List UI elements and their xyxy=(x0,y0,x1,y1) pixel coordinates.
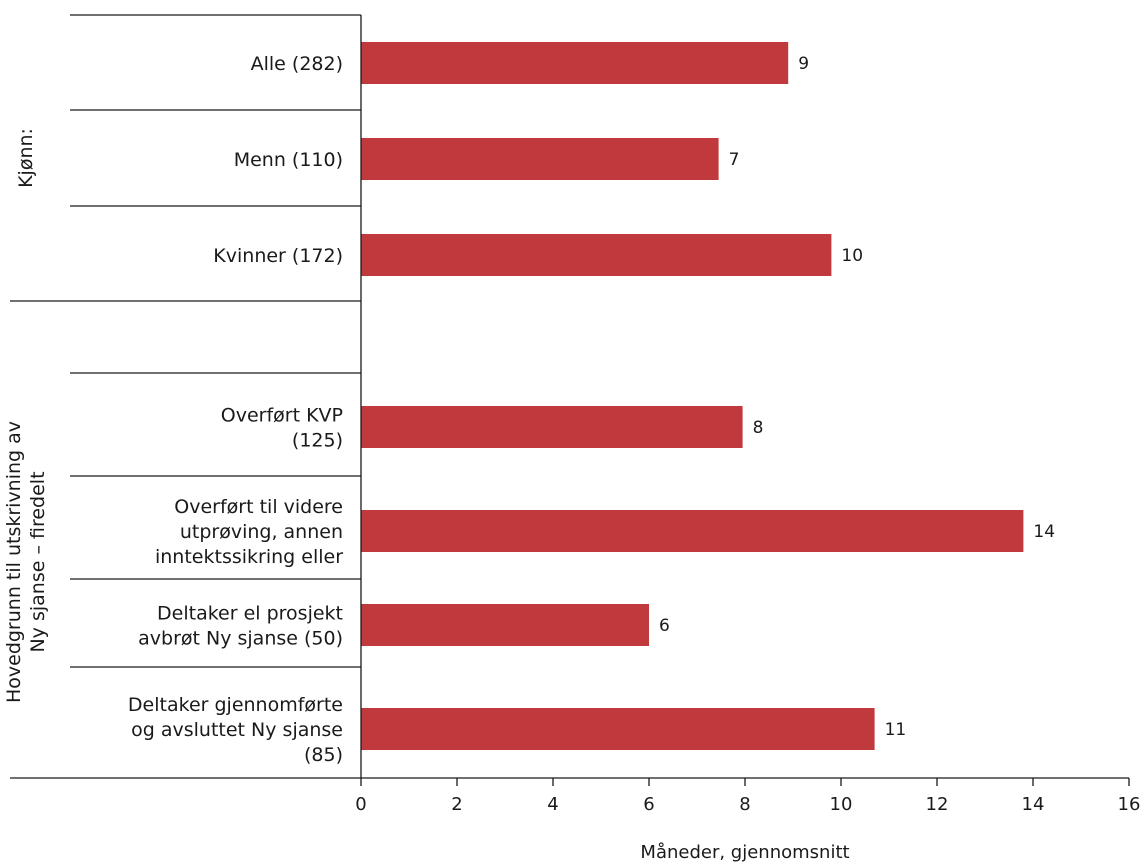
category-label-line: (85) xyxy=(304,744,343,766)
category-label-line: Overført til videre xyxy=(174,496,343,518)
bar xyxy=(361,42,789,84)
x-tick-label: 14 xyxy=(1022,794,1045,815)
category-label-line: Kvinner (172) xyxy=(213,245,343,267)
group-label-line: Kjønn: xyxy=(15,128,37,188)
bar xyxy=(361,406,743,448)
x-tick-label: 6 xyxy=(643,794,654,815)
category-label: Deltaker gjennomførte og avsluttet Ny sja… xyxy=(128,694,343,766)
category-label: Deltaker el prosjekt avbrøt Ny sjanse (50… xyxy=(138,603,343,650)
data-labels: 9 7 10 8 14 6 11 xyxy=(659,54,1055,740)
data-label: 8 xyxy=(753,418,764,438)
category-label-line: Overført KVP xyxy=(221,405,343,427)
bar xyxy=(361,604,649,646)
group-label: Kjønn: xyxy=(15,128,37,188)
bar xyxy=(361,510,1024,552)
bar xyxy=(361,138,719,180)
bars xyxy=(361,42,1024,750)
group-labels: Kjønn: Hovedgrunn til utskrivning av Ny sj… xyxy=(3,128,49,703)
data-label: 10 xyxy=(841,246,863,266)
x-tick-label: 10 xyxy=(830,794,853,815)
category-label-line: Alle (282) xyxy=(251,53,343,75)
category-label-line: avbrøt Ny sjanse (50) xyxy=(138,628,343,650)
data-label: 7 xyxy=(729,150,740,170)
category-labels: Alle (282) Menn (110) Kvinner (172) Overfør… xyxy=(128,53,343,766)
bar xyxy=(361,708,875,750)
bar xyxy=(361,234,832,276)
category-label: Overført KVP (125) xyxy=(221,405,343,452)
x-tick-label: 16 xyxy=(1118,794,1141,815)
category-label-line: Menn (110) xyxy=(234,149,343,171)
category-label: Menn (110) xyxy=(234,149,343,171)
category-label: Kvinner (172) xyxy=(213,245,343,267)
category-label: Alle (282) xyxy=(251,53,343,75)
x-tick-label: 4 xyxy=(547,794,558,815)
x-axis-title: Måneder, gjennomsnitt xyxy=(640,842,849,863)
category-separators xyxy=(10,14,361,668)
group-label-line: Hovedgrunn til utskrivning av xyxy=(3,421,25,703)
category-label-line: Deltaker gjennomførte xyxy=(128,694,343,716)
x-tick-label: 8 xyxy=(739,794,750,815)
category-label-line: Deltaker el prosjekt xyxy=(157,603,343,625)
x-tick-label: 0 xyxy=(355,794,366,815)
x-tick-label: 2 xyxy=(451,794,462,815)
category-label-line: og avsluttet Ny sjanse xyxy=(131,719,343,741)
group-label-line: Ny sjanse – firedelt xyxy=(27,471,49,652)
data-label: 9 xyxy=(798,54,809,74)
category-label: Overført til videre utprøving, annen innte… xyxy=(155,496,343,568)
category-label-line: (125) xyxy=(292,430,343,452)
group-label: Hovedgrunn til utskrivning av Ny sjanse –… xyxy=(3,421,49,703)
x-tick-label: 12 xyxy=(926,794,949,815)
data-label: 6 xyxy=(659,616,670,636)
data-label: 11 xyxy=(885,720,907,740)
x-axis: 0 2 4 6 8 10 12 14 16 Måneder, gjennomsnitt xyxy=(10,15,1140,863)
category-label-line: inntektssikring eller xyxy=(155,546,343,568)
category-label-line: utprøving, annen xyxy=(180,521,343,543)
data-label: 14 xyxy=(1033,522,1055,542)
x-ticks: 0 2 4 6 8 10 12 14 16 xyxy=(355,778,1140,815)
